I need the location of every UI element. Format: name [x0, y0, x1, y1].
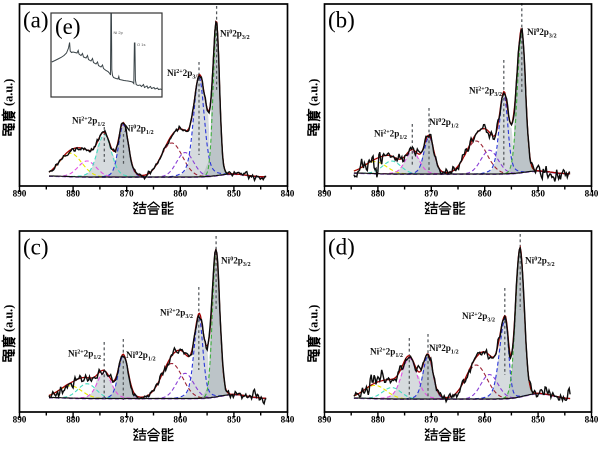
svg-text:850: 850 [227, 189, 241, 199]
svg-text:880: 880 [66, 189, 80, 199]
svg-text:890: 890 [318, 415, 332, 425]
svg-text:870: 870 [424, 189, 438, 199]
svg-text:850: 850 [227, 415, 241, 425]
svg-text:O 1s: O 1s [137, 42, 145, 47]
svg-text:840: 840 [281, 415, 295, 425]
svg-text:(b): (b) [328, 8, 355, 33]
svg-text:(a): (a) [23, 8, 49, 33]
svg-text:(a.u.): (a.u.) [307, 79, 321, 106]
svg-text:880: 880 [371, 189, 385, 199]
svg-text:890: 890 [318, 189, 332, 199]
svg-text:(d): (d) [328, 235, 355, 260]
svg-text:Ni2+2p3/2: Ni2+2p3/2 [462, 311, 495, 324]
svg-text:840: 840 [281, 189, 295, 199]
svg-text:(a.u.): (a.u.) [307, 305, 321, 332]
svg-text:840: 840 [585, 415, 599, 425]
svg-text:870: 870 [120, 415, 134, 425]
svg-text:890: 890 [13, 189, 27, 199]
svg-text:Ni2+2p1/2: Ni2+2p1/2 [68, 349, 101, 362]
svg-text:860: 860 [173, 189, 187, 199]
svg-text:840: 840 [585, 189, 599, 199]
svg-text:860: 860 [478, 415, 492, 425]
svg-text:880: 880 [66, 415, 80, 425]
svg-text:860: 860 [173, 415, 187, 425]
svg-text:880: 880 [371, 415, 385, 425]
svg-text:890: 890 [13, 415, 27, 425]
svg-text:870: 870 [424, 415, 438, 425]
svg-text:(a.u.): (a.u.) [2, 79, 16, 106]
svg-text:860: 860 [478, 189, 492, 199]
svg-text:Ni2+2p3/2: Ni2+2p3/2 [167, 68, 200, 81]
svg-text:(a.u.): (a.u.) [2, 305, 16, 332]
svg-text:850: 850 [531, 415, 545, 425]
svg-text:Ni2+2p3/2: Ni2+2p3/2 [469, 86, 502, 99]
svg-text:Ni2+2p1/2: Ni2+2p1/2 [374, 129, 407, 142]
svg-text:Ni 2p: Ni 2p [114, 30, 124, 35]
svg-text:850: 850 [531, 189, 545, 199]
svg-text:870: 870 [120, 189, 134, 199]
svg-text:(c): (c) [23, 235, 49, 260]
svg-text:Ni2+2p3/2: Ni2+2p3/2 [160, 308, 193, 321]
svg-text:(e): (e) [55, 14, 81, 39]
svg-text:Ni2+2p1/2: Ni2+2p1/2 [370, 347, 403, 360]
svg-text:Ni2+2p1/2: Ni2+2p1/2 [72, 116, 105, 129]
